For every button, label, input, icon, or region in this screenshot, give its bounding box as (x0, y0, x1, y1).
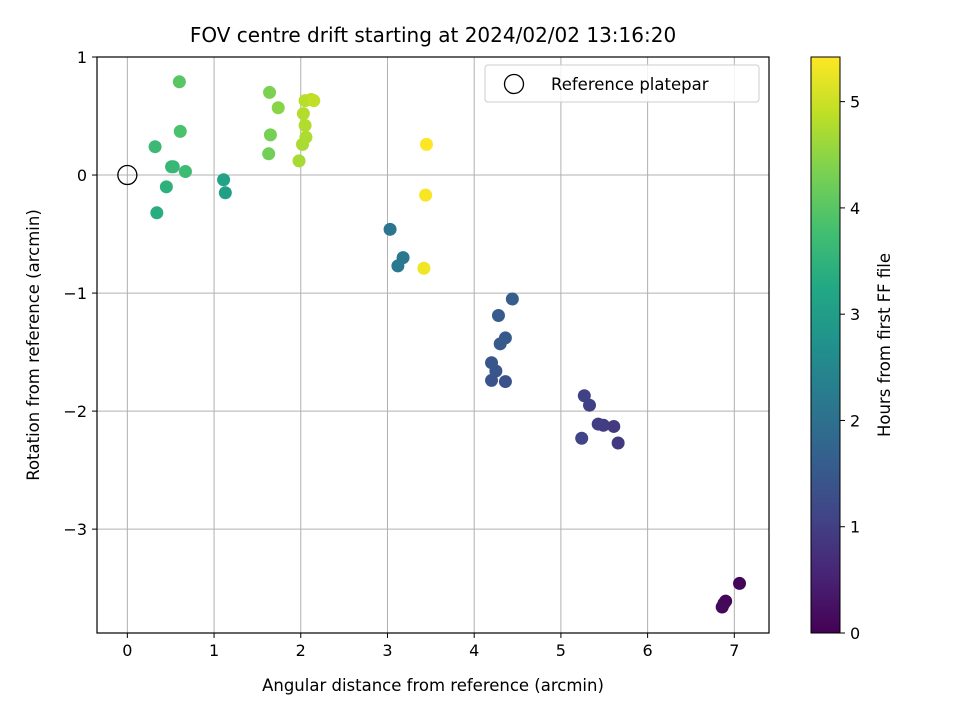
data-point (292, 154, 306, 168)
data-point (166, 160, 180, 174)
data-point (491, 308, 505, 322)
data-point (150, 206, 164, 220)
data-point (307, 94, 321, 108)
data-point (498, 331, 512, 345)
grid (97, 56, 769, 633)
data-point (417, 261, 431, 275)
y-axis-label: Rotation from reference (arcmin) (24, 209, 43, 481)
legend-marker-icon (503, 73, 525, 95)
data-point (298, 118, 312, 132)
data-point (263, 128, 277, 142)
colorbar: 0 1 2 3 4 5 Hours from first FF file (810, 56, 894, 643)
colorbar-tick-label: 0 (850, 624, 860, 643)
data-point (173, 124, 187, 138)
reference-platepar-marker (117, 164, 138, 186)
data-point (591, 417, 605, 431)
x-tick-label: 0 (122, 641, 132, 660)
y-tick-label: 1 (77, 48, 87, 67)
y-tick-label: 0 (77, 166, 87, 185)
data-point (715, 600, 729, 614)
colorbar-tick-label: 4 (850, 199, 860, 218)
data-point (733, 576, 747, 590)
data-point (178, 164, 192, 178)
y-tick-label: −3 (63, 520, 87, 539)
legend-box (484, 64, 760, 103)
data-point (383, 222, 397, 236)
data-point (505, 292, 519, 306)
data-point (159, 180, 173, 194)
data-point (485, 356, 499, 370)
data-point (611, 436, 625, 450)
colorbar-tick-label: 1 (850, 518, 860, 537)
reference-marker (117, 164, 138, 186)
x-tick-label: 1 (209, 641, 219, 660)
x-tick-label: 4 (469, 641, 479, 660)
plot-area-frame (96, 56, 770, 634)
data-point (299, 130, 313, 144)
colorbar-label: Hours from first FF file (875, 253, 894, 437)
data-point (419, 188, 433, 202)
data-points (148, 75, 747, 614)
y-tick-label: −1 (63, 284, 87, 303)
colorbar-gradient (810, 56, 841, 634)
y-tick-label: −2 (63, 402, 87, 421)
data-point (148, 140, 162, 154)
colorbar-ticks: 0 1 2 3 4 5 (840, 93, 860, 643)
colorbar-tick-label: 2 (850, 411, 860, 430)
x-tick-label: 2 (296, 641, 306, 660)
data-point (263, 85, 277, 99)
data-point (391, 259, 405, 273)
data-point (419, 137, 433, 151)
x-tick-label: 3 (382, 641, 392, 660)
legend: Reference platepar (484, 64, 760, 103)
colorbar-tick-label: 5 (850, 93, 860, 112)
x-tick-label: 6 (643, 641, 653, 660)
y-axis-ticks: 1 0 −1 −2 −3 (63, 48, 97, 539)
chart-title: FOV centre drift starting at 2024/02/02 … (190, 23, 676, 47)
x-tick-label: 5 (556, 641, 566, 660)
data-point (296, 107, 310, 121)
data-point (262, 147, 276, 161)
data-point (607, 419, 621, 433)
data-point (172, 75, 186, 89)
data-point (498, 375, 512, 389)
legend-entry-reference: Reference platepar (551, 75, 709, 94)
data-point (218, 186, 232, 200)
x-axis-label: Angular distance from reference (arcmin) (262, 676, 604, 695)
data-point (577, 389, 591, 403)
data-point (271, 101, 285, 115)
colorbar-tick-label: 3 (850, 305, 860, 324)
x-tick-label: 7 (729, 641, 739, 660)
data-point (575, 431, 589, 445)
x-axis-ticks: 0 1 2 3 4 5 6 7 (122, 633, 739, 660)
data-point (217, 173, 231, 187)
